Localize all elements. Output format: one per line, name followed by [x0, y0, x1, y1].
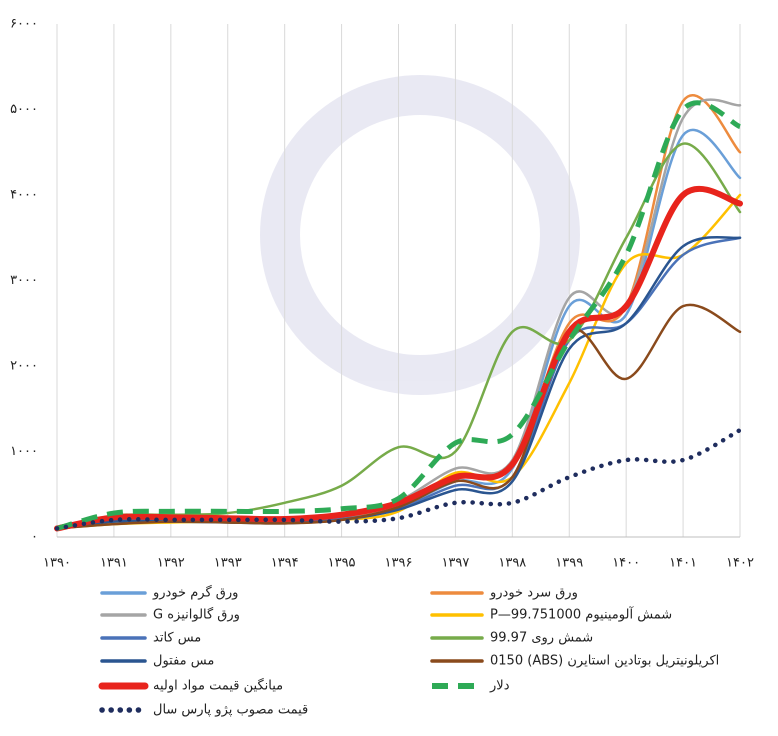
- y-tick-label: ۱۰۰۰: [10, 444, 38, 459]
- y-tick-label: ۵۰۰۰: [10, 102, 38, 117]
- legend-label: اکریلونیتریل بوتادین استایرن (ABS) 0150: [490, 654, 719, 669]
- x-tick-label: ۱۳۹۶: [385, 556, 413, 571]
- watermark: [260, 75, 580, 395]
- legend-label: شمش روی 99.97: [490, 631, 593, 646]
- series-line: [54, 186, 743, 532]
- legend-label: مس مفتول: [153, 654, 214, 669]
- legend-label: میانگین قیمت مواد اولیه: [153, 678, 283, 694]
- series-line: [55, 303, 742, 530]
- legend-label: ورق گالوانیزه G: [153, 607, 240, 623]
- x-tick-label: ۱۳۹۸: [498, 556, 526, 571]
- legend-label: شمش آلومینیوم P—99.751000: [490, 606, 672, 623]
- x-tick-label: ۱۳۹۹: [555, 556, 583, 571]
- x-tick-label: ۱۴۰۲: [726, 556, 754, 571]
- y-tick-label: ۲۰۰۰: [10, 359, 38, 374]
- legend-label: ورق گرم خودرو: [152, 585, 238, 601]
- x-tick-label: ۱۳۹۳: [214, 556, 242, 571]
- legend-label: دلار: [489, 679, 510, 694]
- series-line: [54, 427, 743, 531]
- x-tick-label: ۱۳۹۱: [100, 556, 128, 571]
- y-tick-label: ۶۰۰۰: [10, 17, 38, 32]
- x-tick-label: ۱۳۹۷: [441, 556, 469, 571]
- x-tick-label: ۱۳۹۴: [271, 556, 299, 571]
- x-tick-label: ۱۴۰۰: [612, 556, 640, 571]
- series-line: [56, 100, 742, 531]
- watermark-circle: [300, 115, 540, 355]
- y-tick-label: ۰: [31, 530, 38, 545]
- legend-label: مس کاتد: [153, 631, 201, 646]
- x-tick-label: ۱۴۰۱: [669, 556, 697, 571]
- legend-label: ورق سرد خودرو: [489, 586, 578, 601]
- x-tick-label: ۱۳۹۲: [157, 556, 185, 571]
- y-tick-label: ۴۰۰۰: [10, 188, 38, 203]
- x-tick-label: ۱۳۹۰: [43, 556, 71, 571]
- x-tick-label: ۱۳۹۵: [328, 556, 356, 571]
- watermark-circle: [260, 75, 580, 395]
- legend-label: قیمت مصوب پژو پارس سال: [153, 703, 308, 718]
- y-tick-label: ۳۰۰۰: [10, 273, 38, 288]
